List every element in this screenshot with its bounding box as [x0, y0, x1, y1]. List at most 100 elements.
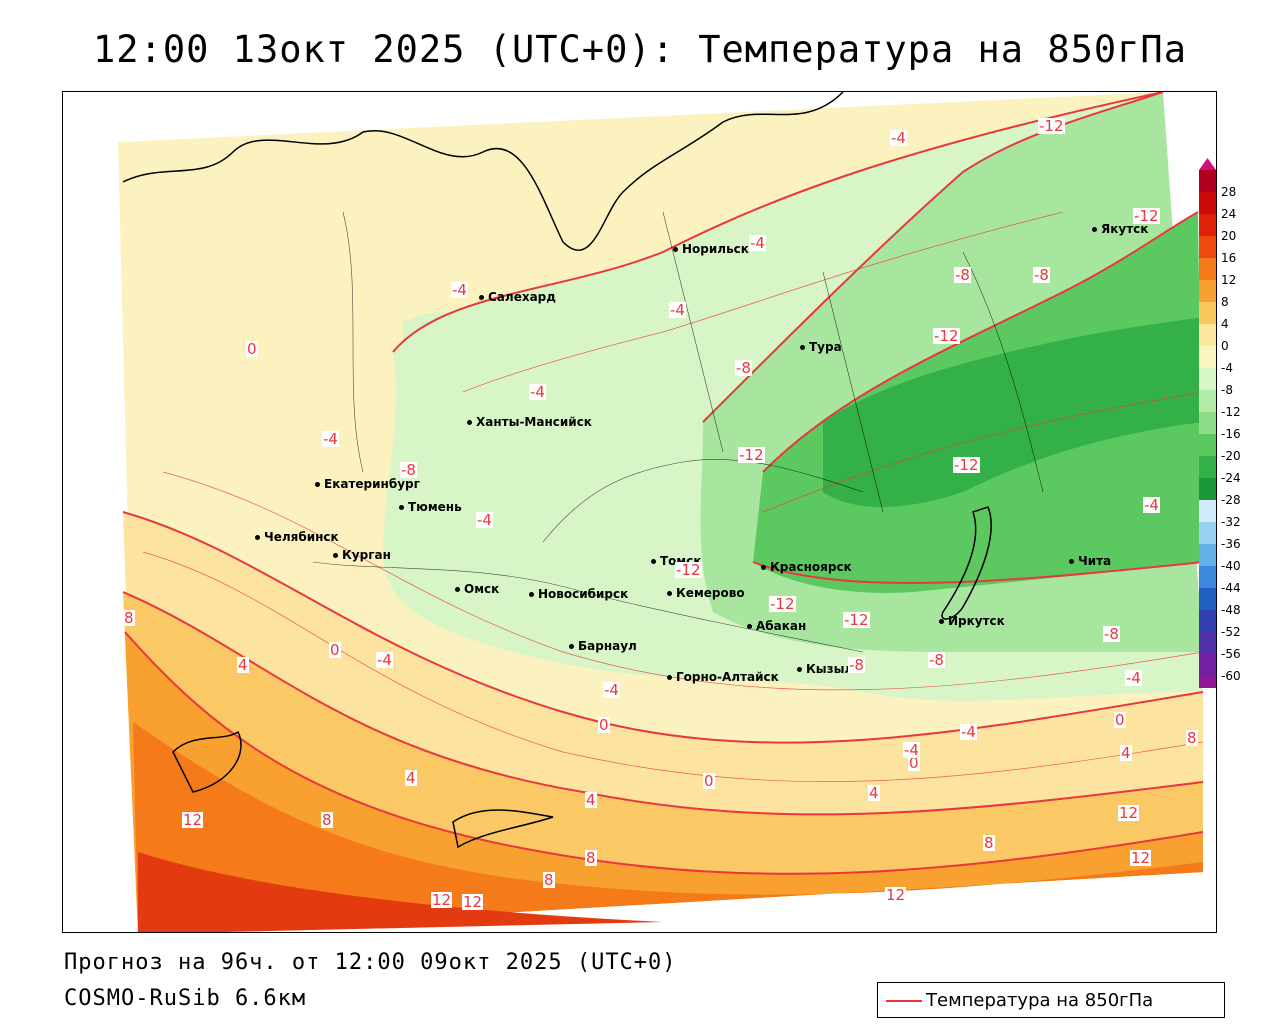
- contour-label: 4: [1120, 744, 1132, 762]
- colorbar-swatch: [1199, 434, 1216, 456]
- contour-label: 12: [431, 891, 453, 909]
- contour-label: 4: [585, 791, 597, 809]
- contour-label: 8: [321, 811, 333, 829]
- city-marker-icon: [747, 624, 752, 629]
- colorbar-tick-label: 24: [1221, 207, 1237, 221]
- contour-label: -4: [669, 301, 686, 319]
- city-label: Кызыл: [806, 662, 854, 676]
- colorbar-swatch: [1199, 236, 1216, 258]
- city-marker-icon: [673, 247, 678, 252]
- colorbar-tick-label: -12: [1221, 405, 1241, 419]
- map-title: 12:00 13окт 2025 (UTC+0): Температура на…: [93, 28, 1187, 71]
- city-marker-icon: [667, 591, 672, 596]
- city-label: Якутск: [1101, 222, 1149, 236]
- map-area: Норильск Салехард Тура Якутск Ханты-Манс…: [62, 91, 1217, 933]
- city-label: Абакан: [756, 619, 807, 633]
- contour-label: -4: [476, 511, 493, 529]
- city-marker-icon: [479, 295, 484, 300]
- city-marker-icon: [651, 559, 656, 564]
- city-yakutsk: Якутск: [1092, 222, 1148, 236]
- contour-label: -4: [1125, 669, 1142, 687]
- contour-label: 8: [1186, 729, 1198, 747]
- colorbar-swatch: [1199, 302, 1216, 324]
- contour-label: -4: [603, 681, 620, 699]
- colorbar-swatch: [1199, 456, 1216, 478]
- contour-label: 0: [908, 754, 920, 772]
- contour-label: -12: [738, 446, 765, 464]
- city-label: Екатеринбург: [324, 477, 420, 491]
- city-label: Красноярск: [770, 560, 852, 574]
- colorbar-tick-label: 12: [1221, 273, 1237, 287]
- contour-label: 12: [182, 811, 204, 829]
- colorbar-tick-label: -40: [1221, 559, 1241, 573]
- colorbar-tick-label: -36: [1221, 537, 1241, 551]
- colorbar-swatch: [1199, 390, 1216, 412]
- colorbar-swatch: [1199, 214, 1216, 236]
- colorbar-tick-label: -48: [1221, 603, 1241, 617]
- contour-label: 0: [329, 641, 341, 659]
- city-marker-icon: [569, 644, 574, 649]
- contour-label: 4: [405, 769, 417, 787]
- colorbar-swatch: [1199, 632, 1216, 654]
- temperature-field: [118, 92, 1204, 932]
- city-marker-icon: [797, 667, 802, 672]
- contour-label: -4: [903, 741, 920, 759]
- city-label: Челябинск: [264, 530, 339, 544]
- colorbar-tick-label: 20: [1221, 229, 1237, 243]
- contour-label: -4: [451, 281, 468, 299]
- colorbar-tick-label: 28: [1221, 185, 1237, 199]
- city-marker-icon: [939, 619, 944, 624]
- contour-label: -8: [928, 651, 945, 669]
- colorbar-tick-label: -8: [1221, 383, 1233, 397]
- model-name: COSMO-RuSib 6.6км: [64, 986, 307, 1011]
- contour-label: -12: [1133, 207, 1160, 225]
- contour-label: 12: [1118, 804, 1140, 822]
- colorbar-tick-label: -32: [1221, 515, 1241, 529]
- colorbar-swatch: [1199, 280, 1216, 302]
- contour-label: -4: [749, 234, 766, 252]
- city-marker-icon: [1092, 227, 1097, 232]
- city-label: Новосибирск: [538, 587, 629, 601]
- colorbar-swatch: [1199, 412, 1216, 434]
- contour-label: -12: [843, 611, 870, 629]
- contour-label: -4: [376, 651, 393, 669]
- city-label: Чита: [1078, 554, 1112, 568]
- colorbar-tick-label: -56: [1221, 647, 1241, 661]
- contour-label: -8: [735, 359, 752, 377]
- contour-label: -8: [1033, 266, 1050, 284]
- city-irkutsk: Иркутск: [939, 614, 1005, 628]
- contour-label: -4: [322, 430, 339, 448]
- colorbar-tick-label: -28: [1221, 493, 1241, 507]
- city-marker-icon: [315, 482, 320, 487]
- legend-line-swatch: [886, 1000, 922, 1002]
- city-label: Барнаул: [578, 639, 637, 653]
- colorbar-swatch: [1199, 610, 1216, 632]
- city-label: Ханты-Мансийск: [476, 415, 592, 429]
- colorbar-swatch: [1199, 588, 1216, 610]
- contour-label: 12: [1130, 849, 1152, 867]
- colorbar-swatch: [1199, 478, 1216, 500]
- colorbar-tick-label: 8: [1221, 295, 1229, 309]
- contour-label: 4: [868, 784, 880, 802]
- colorbar-swatch: [1199, 258, 1216, 280]
- colorbar-swatch: [1199, 676, 1216, 688]
- city-kemerovo: Кемерово: [667, 586, 745, 600]
- city-label: Тюмень: [408, 500, 462, 514]
- colorbar-swatch: [1199, 368, 1216, 390]
- colorbar-swatch: [1199, 324, 1216, 346]
- city-norilsk: Норильск: [673, 242, 749, 256]
- city-marker-icon: [255, 535, 260, 540]
- city-label: Салехард: [488, 290, 556, 304]
- city-chita: Чита: [1069, 554, 1111, 568]
- colorbar-swatch: [1199, 544, 1216, 566]
- colorbar-tick-label: -4: [1221, 361, 1233, 375]
- city-krasnoyarsk: Красноярск: [761, 560, 852, 574]
- contour-label: 4: [237, 656, 249, 674]
- contour-label: 8: [123, 609, 135, 627]
- city-label: Курган: [342, 548, 391, 562]
- colorbar-swatch: [1199, 170, 1216, 192]
- city-abakan: Абакан: [747, 619, 806, 633]
- contour-label: -8: [1103, 625, 1120, 643]
- contour-label: 12: [462, 893, 484, 911]
- city-marker-icon: [1069, 559, 1074, 564]
